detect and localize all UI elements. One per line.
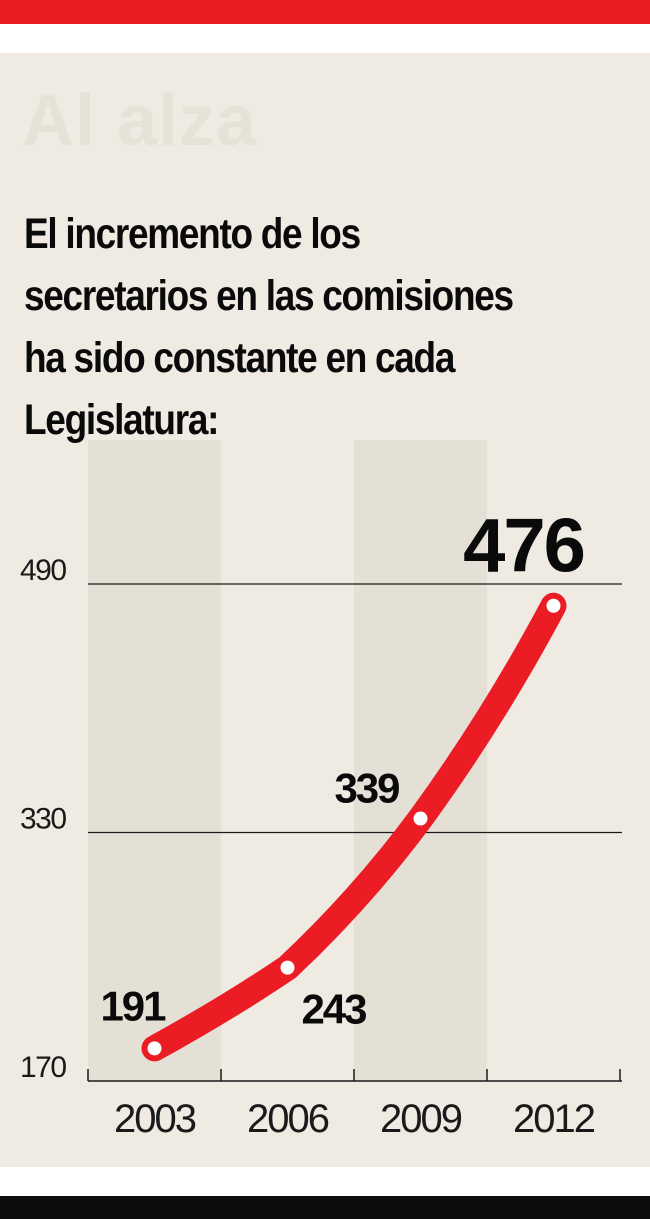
data-label-2009: 339 (334, 765, 399, 812)
data-point-2012 (546, 598, 561, 613)
y-tick-labels: 170 330 490 (20, 554, 68, 1084)
data-points (147, 598, 561, 1056)
heading-line-2: secretarios en las comisiones (24, 272, 514, 320)
x-tick-label-2009: 2009 (380, 1097, 462, 1141)
heading-line-3: ha sido constante en cada (24, 334, 455, 382)
data-label-2012: 476 (463, 504, 584, 589)
bottom-bar (0, 1196, 650, 1219)
x-tick-label-2006: 2006 (247, 1097, 329, 1141)
y-tick-label-330: 330 (20, 803, 66, 836)
data-label-2006: 243 (301, 986, 366, 1033)
top-accent-bar (0, 0, 650, 24)
data-point-2009 (413, 811, 428, 826)
heading-line-1: El incremento de los (24, 210, 361, 258)
column-stripe-2003 (88, 440, 221, 1081)
data-labels: 191 243 339 476 (100, 504, 585, 1033)
x-tick-label-2003: 2003 (114, 1097, 196, 1141)
x-axis (87, 1069, 622, 1082)
x-tick-label-2012: 2012 (513, 1097, 595, 1141)
kicker-watermark: Al alza (22, 81, 258, 161)
data-label-2003: 191 (100, 982, 166, 1029)
chart-heading: El incremento de los secretarios en las … (24, 203, 540, 451)
x-tick-labels: 2003 2006 2009 2012 (114, 1097, 597, 1141)
gridlines (88, 583, 622, 834)
series-line (141, 592, 567, 1062)
series-line-path (141, 592, 567, 1062)
y-tick-label-170: 170 (20, 1051, 66, 1084)
heading-line-4: Legislatura: (24, 396, 219, 444)
y-tick-label-490: 490 (20, 554, 66, 587)
data-point-2003 (147, 1041, 162, 1056)
data-point-2006 (280, 960, 295, 975)
